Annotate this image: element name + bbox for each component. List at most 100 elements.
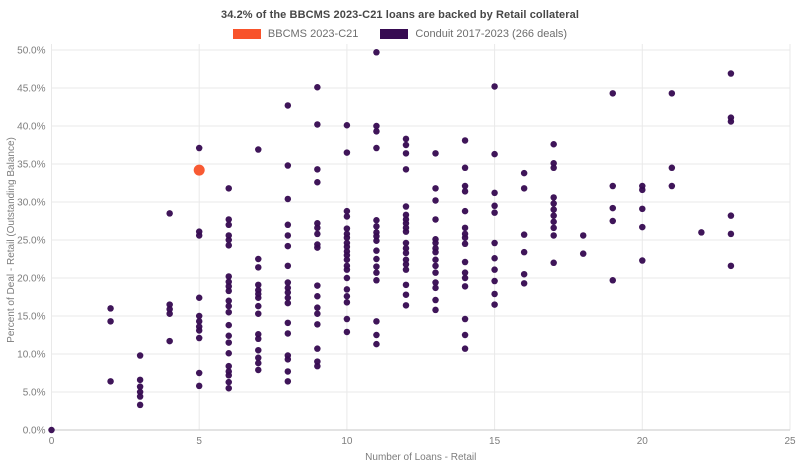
conduit-point[interactable] <box>491 209 498 216</box>
conduit-point[interactable] <box>432 279 439 286</box>
conduit-point[interactable] <box>520 280 528 287</box>
conduit-point[interactable] <box>402 211 410 219</box>
conduit-point[interactable] <box>195 294 203 302</box>
conduit-point[interactable] <box>284 294 292 302</box>
conduit-point[interactable] <box>284 102 292 109</box>
conduit-point[interactable] <box>550 200 557 207</box>
conduit-point[interactable] <box>314 310 321 317</box>
conduit-point[interactable] <box>107 305 114 312</box>
conduit-point[interactable] <box>373 340 380 348</box>
conduit-point[interactable] <box>195 144 203 152</box>
conduit-point[interactable] <box>255 366 262 374</box>
conduit-point[interactable] <box>255 255 262 263</box>
conduit-point[interactable] <box>402 150 410 157</box>
conduit-point[interactable] <box>284 330 292 337</box>
conduit-point[interactable] <box>284 378 292 385</box>
conduit-point[interactable] <box>550 206 557 213</box>
conduit-point[interactable] <box>432 216 439 223</box>
conduit-point[interactable] <box>225 242 232 249</box>
conduit-point[interactable] <box>461 207 469 215</box>
conduit-point[interactable] <box>373 318 380 325</box>
conduit-point[interactable] <box>520 231 528 238</box>
conduit-point[interactable] <box>402 266 410 273</box>
conduit-point[interactable] <box>550 140 557 148</box>
conduit-point[interactable] <box>461 234 469 241</box>
conduit-point[interactable] <box>314 220 321 227</box>
conduit-point[interactable] <box>402 228 410 235</box>
conduit-point[interactable] <box>136 401 144 409</box>
conduit-point[interactable] <box>373 263 380 270</box>
conduit-point[interactable] <box>520 185 528 192</box>
conduit-point[interactable] <box>491 150 498 158</box>
conduit-point[interactable] <box>461 182 469 190</box>
conduit-point[interactable] <box>343 299 351 306</box>
conduit-point[interactable] <box>373 128 380 135</box>
conduit-point[interactable] <box>314 321 321 328</box>
conduit-point[interactable] <box>284 368 292 375</box>
conduit-point[interactable] <box>166 305 173 313</box>
conduit-point[interactable] <box>432 262 439 270</box>
conduit-point[interactable] <box>373 247 380 254</box>
conduit-point[interactable] <box>343 256 351 264</box>
conduit-point[interactable] <box>225 362 232 370</box>
conduit-point[interactable] <box>107 378 114 385</box>
conduit-point[interactable] <box>609 204 617 212</box>
conduit-point[interactable] <box>432 269 439 276</box>
conduit-point[interactable] <box>255 335 262 343</box>
conduit-point[interactable] <box>491 290 498 298</box>
conduit-point[interactable] <box>491 239 498 247</box>
conduit-point[interactable] <box>255 264 262 271</box>
conduit-point[interactable] <box>520 169 528 177</box>
conduit-point[interactable] <box>166 210 173 217</box>
conduit-point[interactable] <box>284 289 292 296</box>
conduit-point[interactable] <box>461 269 469 276</box>
conduit-point[interactable] <box>314 362 321 370</box>
conduit-point[interactable] <box>255 281 262 289</box>
conduit-point[interactable] <box>373 331 380 339</box>
conduit-point[interactable] <box>136 388 144 396</box>
conduit-point[interactable] <box>343 149 351 156</box>
conduit-point[interactable] <box>727 230 735 238</box>
conduit-point[interactable] <box>225 378 232 386</box>
conduit-point[interactable] <box>727 70 735 77</box>
conduit-point[interactable] <box>402 239 410 247</box>
conduit-point[interactable] <box>461 258 469 266</box>
conduit-point[interactable] <box>314 358 321 365</box>
conduit-point[interactable] <box>432 248 439 256</box>
conduit-point[interactable] <box>402 249 410 257</box>
conduit-point[interactable] <box>343 234 351 241</box>
conduit-point[interactable] <box>520 248 528 256</box>
conduit-point[interactable] <box>402 245 410 252</box>
conduit-point[interactable] <box>225 339 232 346</box>
conduit-point[interactable] <box>343 207 351 215</box>
conduit-point[interactable] <box>373 223 380 230</box>
conduit-point[interactable] <box>402 166 410 173</box>
conduit-point[interactable] <box>461 188 469 195</box>
conduit-point[interactable] <box>491 83 498 90</box>
conduit-point[interactable] <box>550 224 557 232</box>
conduit-point[interactable] <box>550 194 557 201</box>
conduit-point[interactable] <box>314 244 321 251</box>
conduit-point[interactable] <box>225 273 232 280</box>
conduit-point[interactable] <box>255 310 262 317</box>
conduit-point[interactable] <box>402 261 410 268</box>
conduit-point[interactable] <box>195 232 203 239</box>
legend-item-conduit[interactable]: Conduit 2017-2023 (266 deals) <box>380 28 567 40</box>
conduit-point[interactable] <box>491 266 498 273</box>
conduit-point[interactable] <box>491 189 498 197</box>
conduit-point[interactable] <box>284 279 292 286</box>
conduit-point[interactable] <box>343 328 351 336</box>
conduit-point[interactable] <box>579 250 587 257</box>
conduit-point[interactable] <box>314 83 321 91</box>
conduit-point[interactable] <box>284 162 292 169</box>
conduit-point[interactable] <box>639 186 646 194</box>
conduit-point[interactable] <box>550 212 557 219</box>
conduit-point[interactable] <box>373 255 380 263</box>
conduit-point[interactable] <box>491 254 498 262</box>
conduit-point[interactable] <box>314 166 321 173</box>
conduit-point[interactable] <box>520 270 528 278</box>
conduit-point[interactable] <box>225 236 232 244</box>
conduit-point[interactable] <box>609 277 617 284</box>
conduit-point[interactable] <box>225 321 232 329</box>
conduit-point[interactable] <box>550 232 557 239</box>
